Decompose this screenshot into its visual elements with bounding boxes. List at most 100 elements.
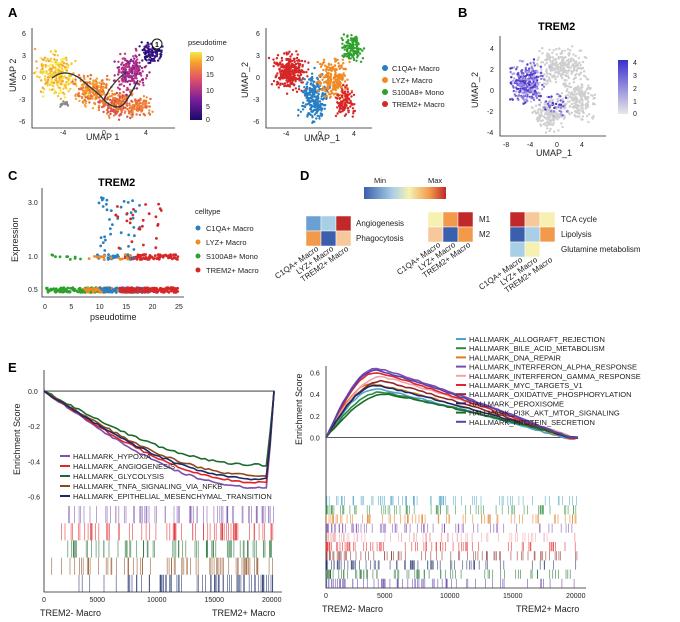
umap-cell-point [74, 97, 78, 101]
expression-point [127, 233, 131, 237]
umap-cell-point [298, 76, 301, 79]
umap-cell-point [315, 117, 318, 120]
umap-cell-point [556, 100, 559, 103]
umap-cell-point [548, 65, 551, 69]
umap-cell-point [306, 113, 309, 117]
umap-cell-point [577, 89, 581, 92]
umap-cell-point [579, 87, 582, 90]
umap-cell-point [553, 106, 556, 110]
expression-point [86, 289, 89, 293]
umap-cell-point [313, 108, 317, 112]
heatmap-cell [427, 226, 444, 243]
umap-cell-point [534, 69, 537, 73]
umap-cell-point [290, 64, 293, 67]
umap-cell-point [273, 61, 276, 64]
umap-cell-point [515, 68, 518, 71]
umap-cell-point [127, 112, 131, 115]
umap-cell-point [303, 92, 307, 95]
umap-cell-point [44, 59, 48, 63]
umap-cell-point [59, 66, 62, 69]
umap-cell-point [325, 94, 328, 98]
umap-cell-point [581, 60, 585, 64]
umap-cell-point [59, 82, 62, 86]
expression-point [102, 258, 106, 261]
umap-cell-point [354, 40, 357, 43]
expression-point [60, 286, 64, 290]
umap-cell-point [67, 75, 71, 78]
umap-cell-point [77, 74, 81, 77]
umap-cell-point [583, 94, 586, 97]
expression-point [96, 253, 99, 257]
heatmap-row-label: Angiogenesis [356, 219, 404, 228]
expression-point [165, 254, 169, 258]
umap-cell-point [578, 115, 581, 118]
umap-cell-point [538, 103, 541, 107]
umap-cell-point [132, 66, 136, 70]
umap-cell-point [578, 112, 581, 115]
legend-swatch [382, 77, 388, 83]
umap-cell-point [522, 91, 526, 94]
umap-cell-point [80, 95, 84, 99]
umap-cell-point [128, 70, 131, 74]
umap-cell-point [331, 66, 335, 70]
umap-cell-point [63, 65, 67, 69]
umap-cell-point [293, 68, 296, 72]
umap-celltype-cloud [267, 33, 366, 125]
umap-cell-point [302, 101, 305, 105]
umap-cell-point [131, 66, 134, 69]
umap-cell-point [540, 61, 543, 64]
umap-cell-point [537, 91, 540, 95]
legend-label: HALLMARK_GLYCOLYSIS [73, 472, 164, 481]
umap-cell-point [318, 117, 321, 120]
pt-cbar-tick: 10 [206, 88, 214, 95]
umap-cell-point [568, 85, 571, 89]
umap-cell-point [525, 98, 528, 101]
umap-cell-point [302, 71, 306, 74]
expression-point [58, 255, 62, 259]
umap-cell-point [147, 101, 151, 105]
heatmap-cell [305, 230, 322, 247]
umap-cell-point [108, 116, 111, 120]
umap-cell-point [532, 61, 536, 65]
umap-cell-point [149, 56, 152, 59]
umap-cell-point [128, 102, 131, 105]
umap-cell-point [290, 72, 293, 76]
umap-cell-point [308, 88, 311, 92]
umap-cell-point [120, 79, 124, 82]
umap-cell-point [149, 97, 152, 101]
umap-cell-point [279, 61, 282, 64]
umap-cell-point [65, 58, 68, 62]
umap-cell-point [519, 79, 522, 82]
a1-ytick: -6 [19, 119, 25, 126]
expression-point [147, 290, 150, 293]
umap-cell-point [564, 94, 567, 98]
expression-point [135, 255, 139, 259]
umap-cell-point [574, 54, 577, 58]
umap-cell-point [279, 83, 282, 87]
expression-point [148, 254, 152, 257]
umap-cell-point [129, 79, 132, 83]
umap-cell-point [288, 85, 292, 88]
umap-cell-point [355, 52, 358, 56]
umap-cell-point [332, 82, 336, 85]
umap-cell-point [51, 88, 54, 91]
umap-cell-point [145, 77, 148, 80]
umap-cell-point [350, 95, 353, 98]
umap-cell-point [557, 115, 560, 119]
umap-cell-point [59, 88, 62, 92]
c-xticks: 0 5 10 15 20 25 [43, 304, 183, 311]
expression-point [128, 290, 132, 294]
umap-cell-point [51, 82, 54, 85]
umap-cell-point [513, 81, 516, 85]
umap-cell-point [148, 113, 152, 116]
panel-label-d: D [300, 168, 309, 183]
umap-cell-point [517, 75, 520, 78]
umap-cell-point [303, 78, 306, 81]
umap-cell-point [53, 53, 56, 57]
umap-cell-point [322, 97, 326, 100]
enrichment-curve [325, 369, 579, 439]
umap-cell-point [145, 73, 149, 77]
umap-cell-point [293, 60, 296, 64]
umap-cell-point [321, 88, 324, 92]
umap-cell-point [521, 75, 524, 79]
